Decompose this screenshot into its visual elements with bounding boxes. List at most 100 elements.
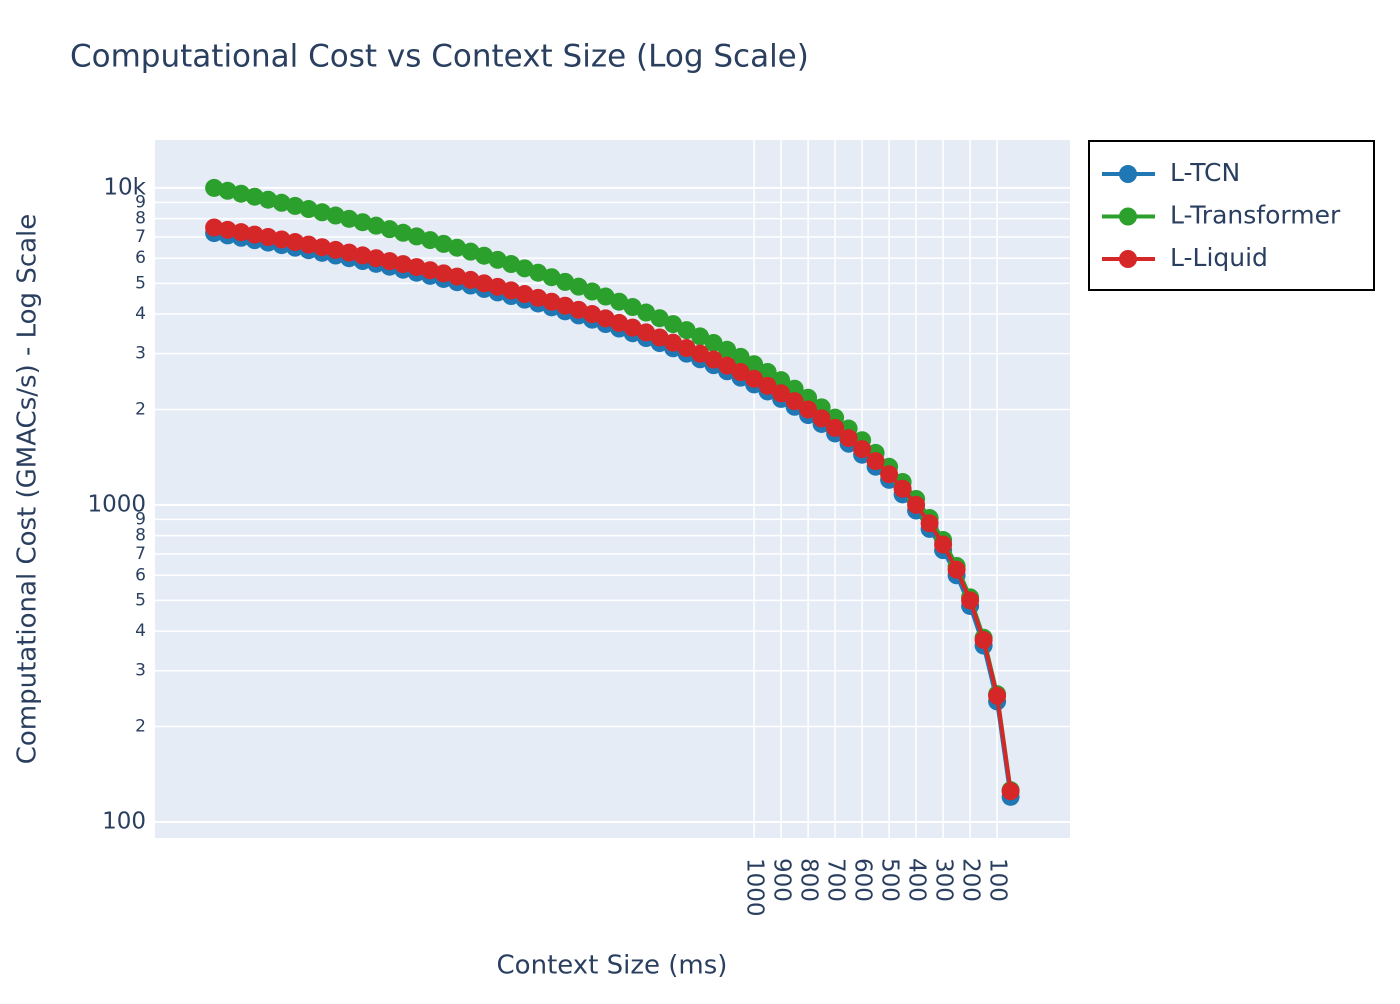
marker [556, 296, 575, 315]
y-tick-label: 3 [135, 344, 146, 364]
marker [650, 328, 669, 347]
marker [353, 246, 372, 265]
y-tick-label: 2 [135, 717, 146, 737]
marker [1001, 782, 1020, 801]
y-tick-label: 9 [135, 509, 146, 529]
marker [448, 238, 467, 257]
marker [259, 190, 278, 209]
marker [745, 369, 764, 388]
y-tick-label: 4 [135, 621, 146, 641]
marker [677, 321, 696, 340]
marker [650, 309, 669, 328]
x-tick-label: 800 [796, 858, 822, 902]
legend-label: L-Transformer [1170, 201, 1341, 230]
marker [731, 363, 750, 382]
marker [245, 187, 264, 206]
marker [772, 384, 791, 403]
y-tick-label: 5 [135, 590, 146, 610]
marker [556, 272, 575, 291]
x-tick-label: 1000 [742, 858, 768, 917]
y-axis-title: Computational Cost (GMACs/s) - Log Scale [13, 214, 43, 765]
legend-label: L-Liquid [1170, 243, 1268, 272]
marker [367, 249, 386, 268]
x-tick-label: 200 [958, 858, 984, 902]
y-tick-label: 6 [135, 248, 146, 268]
marker [286, 233, 305, 252]
marker [340, 243, 359, 262]
marker [785, 392, 804, 411]
marker [218, 220, 237, 239]
marker [326, 206, 345, 225]
marker [380, 252, 399, 271]
marker [272, 230, 291, 249]
marker [542, 292, 561, 311]
marker [637, 323, 656, 342]
marker [745, 355, 764, 374]
marker [340, 209, 359, 228]
marker [691, 327, 710, 346]
marker [448, 267, 467, 286]
marker [232, 184, 251, 203]
marker [299, 235, 318, 254]
marker [367, 216, 386, 235]
x-tick-label: 900 [769, 858, 795, 902]
marker [704, 333, 723, 352]
marker [286, 196, 305, 215]
legend-marker [1119, 250, 1137, 268]
y-tick-label: 6 [135, 565, 146, 585]
marker [934, 535, 953, 554]
marker [583, 305, 602, 324]
marker [313, 203, 332, 222]
marker [758, 376, 777, 395]
marker [988, 686, 1007, 705]
x-tick-label: 300 [931, 858, 957, 902]
marker [434, 234, 453, 253]
marker [961, 591, 980, 610]
marker [920, 514, 939, 533]
marker [880, 465, 899, 484]
marker [664, 333, 683, 352]
marker [839, 429, 858, 448]
x-tick-label: 400 [904, 858, 930, 902]
marker [718, 356, 737, 375]
marker [691, 344, 710, 363]
marker [407, 227, 426, 246]
marker [947, 560, 966, 579]
y-tick-label: 8 [135, 526, 146, 546]
y-tick-label: 2 [135, 399, 146, 419]
x-tick-label: 700 [823, 858, 849, 902]
marker [353, 213, 372, 232]
marker [731, 347, 750, 366]
y-tick-label: 10k [103, 174, 146, 200]
marker [461, 242, 480, 261]
marker [758, 362, 777, 381]
legend-marker [1119, 207, 1137, 226]
marker [259, 228, 278, 247]
marker [893, 479, 912, 498]
y-tick-label: 1000 [87, 491, 146, 517]
marker [853, 440, 872, 459]
marker [407, 258, 426, 277]
marker [907, 495, 926, 514]
x-tick-label: 500 [877, 858, 903, 902]
marker [380, 220, 399, 239]
marker [313, 238, 332, 257]
marker [245, 225, 264, 244]
marker [974, 630, 993, 649]
y-tick-label: 8 [135, 209, 146, 229]
x-tick-label: 600 [850, 858, 876, 902]
marker [718, 340, 737, 359]
marker [664, 315, 683, 334]
marker [866, 452, 885, 471]
marker [610, 292, 629, 311]
marker [488, 250, 507, 269]
marker [394, 255, 413, 274]
marker [475, 246, 494, 265]
marker [205, 178, 224, 197]
legend-label: L-TCN [1170, 158, 1240, 187]
marker [461, 270, 480, 289]
marker [394, 223, 413, 242]
y-tick-label: 100 [102, 808, 146, 834]
marker [583, 282, 602, 301]
